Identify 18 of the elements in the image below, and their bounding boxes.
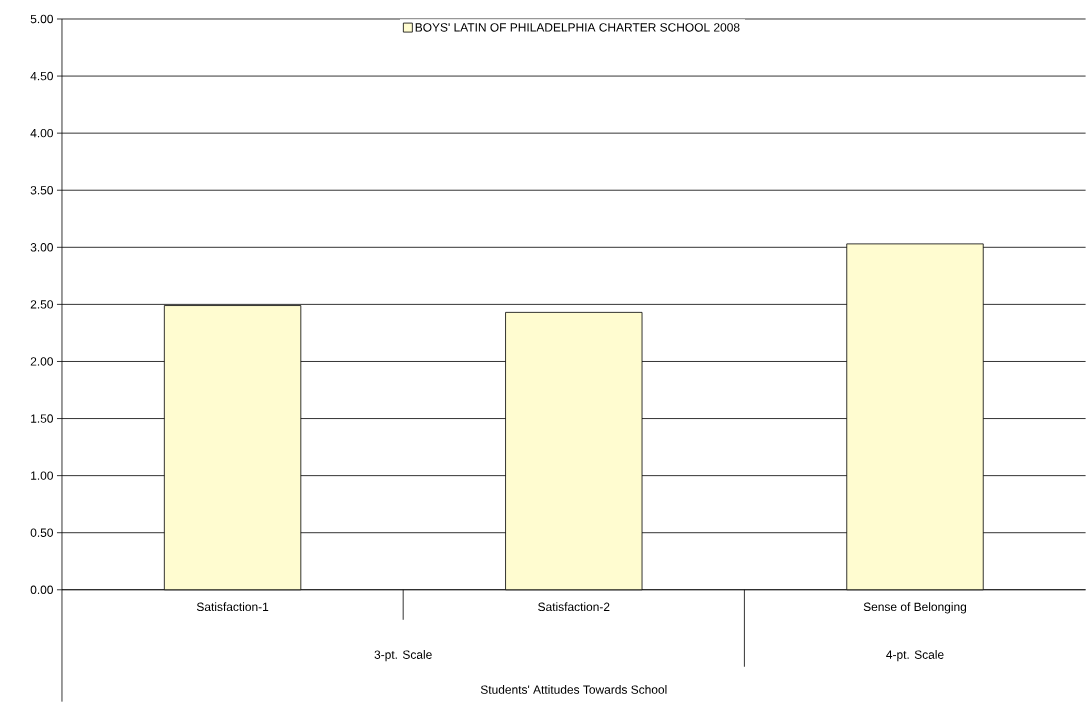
y-tick-label: 0.00 xyxy=(30,585,53,594)
y-tick-label: 5.00 xyxy=(30,14,53,24)
y-tick-label: 2.00 xyxy=(30,357,53,366)
y-tick-label: 1.50 xyxy=(31,414,53,423)
text: 4-pt. Scale xyxy=(886,650,944,662)
y-tick-label: 3.50 xyxy=(30,185,53,195)
text: 3-pt. Scale xyxy=(374,650,432,662)
legend-label: BOYS' LATIN OF PHILADELPHIA CHARTER SCHOOL 2008 xyxy=(415,23,740,32)
x-tick-label: Satisfaction-2 xyxy=(538,602,610,612)
y-tick-label: 4.50 xyxy=(30,71,53,81)
text: Students' Attitudes Towards School xyxy=(480,685,667,694)
x-tick-label: Sense of Belonging xyxy=(863,602,967,614)
y-tick-label: 2.50 xyxy=(30,300,53,309)
y-tick-label: 4.00 xyxy=(30,128,53,138)
y-tick-label: 3.00 xyxy=(30,243,53,252)
y-tick-label: 1.00 xyxy=(31,471,53,480)
y-tick-label: 0.50 xyxy=(30,528,53,537)
x-tick-label: Satisfaction-1 xyxy=(196,602,269,612)
